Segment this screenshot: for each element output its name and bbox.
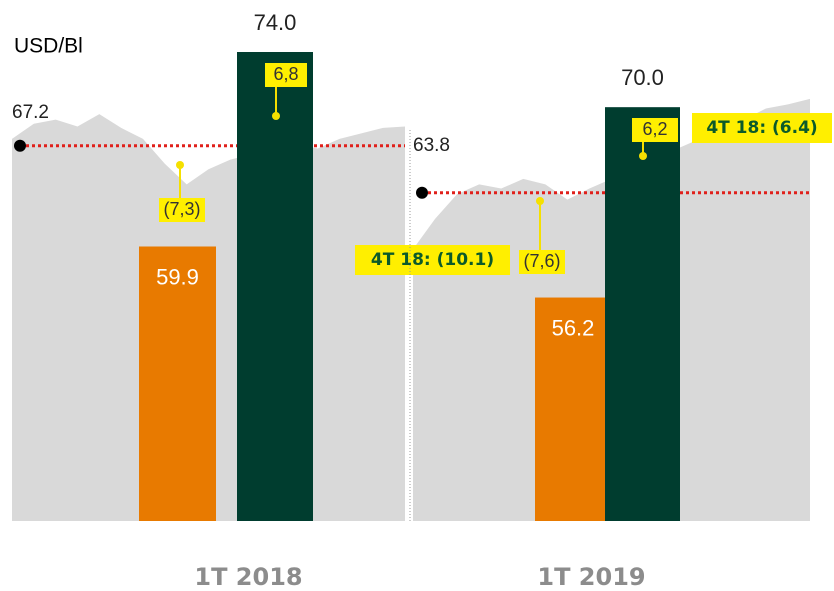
connector-dot [536,197,544,205]
value-label: 74.0 [254,10,297,35]
connector-dot [272,112,280,120]
value-label: 56.2 [552,315,595,340]
reference-label: 67.2 [12,102,49,123]
reference-label: 63.8 [413,135,450,156]
note-box [355,245,510,275]
bar [139,246,216,521]
annotation: 6,2 [642,119,667,139]
value-label: 59.9 [156,264,199,289]
connector-dot [639,152,647,160]
note-box [692,113,832,143]
annotation-box [519,250,565,274]
bar [605,107,680,522]
annotation: 6,8 [273,64,298,84]
note: 4T 18: (6.4) [706,118,817,138]
value-label: 70.0 [621,65,664,90]
bar [237,52,313,521]
period-label: 1T 2019 [537,563,645,591]
reference-dot [416,186,428,199]
annotation: (7,3) [163,199,200,219]
annotation-box [265,63,307,87]
annotation-box [632,118,678,142]
y-label: USD/Bl [14,35,83,58]
period-label: 1T 2018 [194,563,302,591]
connector-dot [176,161,184,169]
annotation-box [159,198,205,222]
note: 4T 18: (10.1) [371,250,494,270]
reference-dot [14,139,26,152]
bar [535,297,611,521]
annotation: (7,6) [523,251,560,271]
